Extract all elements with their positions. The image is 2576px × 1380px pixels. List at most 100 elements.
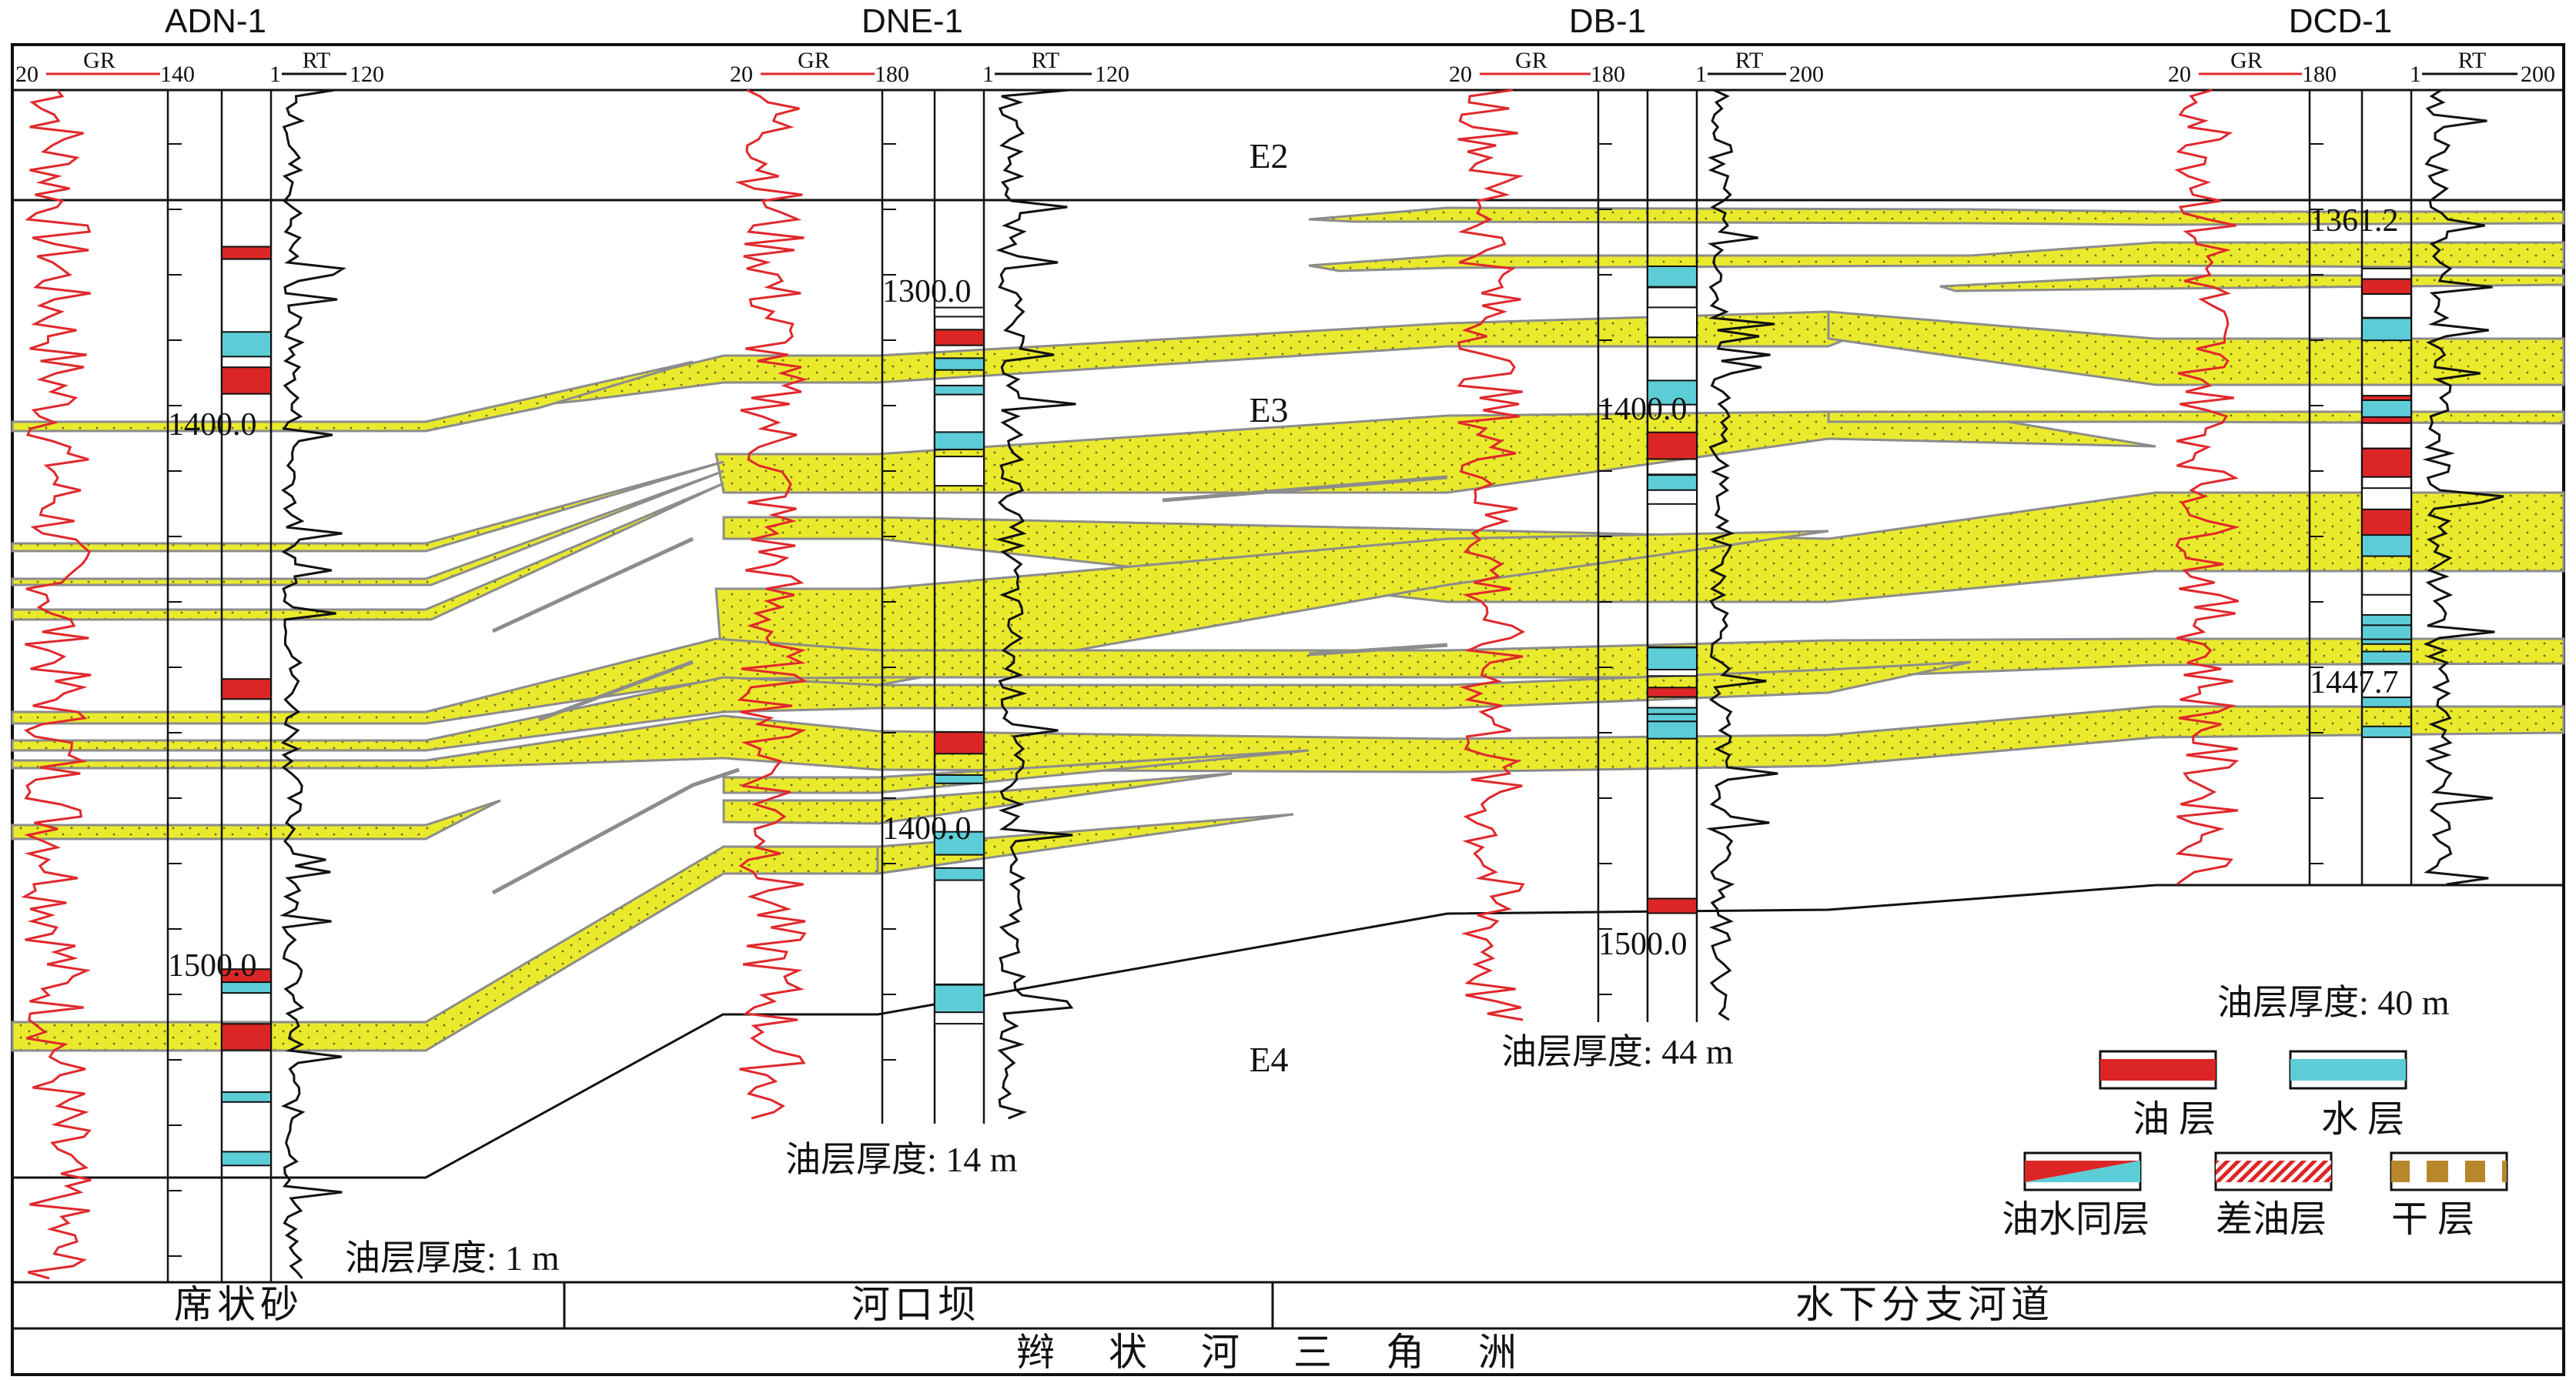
well-dcd-1: 1361.2 1447.7 — [2174, 89, 2504, 886]
lithology-layer — [934, 867, 985, 881]
lithology-layer — [934, 384, 985, 396]
legend-item-poor-oil: 差油层 — [2214, 1151, 2333, 1240]
well-header-db-1: DB-1 20 GR 180 1 RT 200 — [1449, 2, 1824, 87]
legend-label-poor-oil: 差油层 — [2216, 1199, 2327, 1240]
depth-label: 1361.2 — [2310, 203, 2399, 239]
facies-distributary-channel: 水下分支河道 — [1795, 1283, 2054, 1326]
sand-body — [1308, 241, 2565, 272]
lithology-layer — [1647, 306, 1698, 339]
gr-scale-max: 180 — [2302, 62, 2337, 87]
lithology-layer — [1647, 897, 1698, 914]
well-dne-1: 1300.0 1400.0 — [734, 89, 1076, 1124]
rt-curve — [2422, 89, 2504, 886]
lithology-layer — [934, 357, 985, 371]
unit-boundaries — [12, 199, 2564, 1179]
lithology-layer — [934, 774, 985, 784]
sand-body — [1827, 310, 2565, 386]
sand-body — [11, 482, 724, 621]
depth-label: 1400.0 — [1598, 392, 1688, 427]
rt-curve — [279, 89, 346, 1279]
rt-scale-label: RT — [1032, 48, 1060, 73]
gr-curve — [2174, 89, 2240, 886]
oil-thickness-dne-1: 油层厚度: 14 m — [785, 1140, 1018, 1179]
gr-scale-max: 180 — [875, 62, 909, 87]
rt-scale-min: 1 — [2410, 62, 2421, 87]
rt-scale-max: 200 — [2521, 62, 2555, 87]
lithology-layer — [934, 731, 985, 755]
gr-curve — [734, 89, 808, 1120]
rt-scale-label: RT — [303, 48, 331, 73]
depth-label: 1447.7 — [2310, 665, 2399, 700]
unit-label-e4: E4 — [1249, 1040, 1288, 1079]
lithology-layer — [2361, 487, 2412, 510]
lithology-layer — [1647, 431, 1698, 460]
oil-swatch-icon — [2100, 1059, 2216, 1081]
gr-scale-min: 20 — [2168, 62, 2191, 87]
well-name: DB-1 — [1569, 2, 1646, 40]
lithology-layer — [934, 306, 985, 318]
lithology-layer — [221, 1091, 272, 1103]
rt-scale-min: 1 — [269, 62, 281, 87]
oil-thickness-dcd-1: 油层厚度: 40 m — [2217, 983, 2450, 1022]
lithology-layer — [2361, 533, 2412, 557]
rt-scale-min: 1 — [982, 62, 994, 87]
well-adn-1: 1400.0 1500.0 — [21, 89, 346, 1282]
pinch-out — [1308, 643, 1448, 657]
sand-body — [1308, 206, 2565, 226]
lithology-layer — [934, 456, 985, 487]
lithology-layer — [1647, 687, 1698, 698]
lithology-layer — [2361, 725, 2412, 738]
lithology-layer — [221, 366, 272, 395]
facies-mouth-bar: 河口坝 — [851, 1283, 981, 1326]
gr-scale-label: GR — [1515, 48, 1547, 73]
sand-body — [1827, 410, 2565, 425]
gr-curve — [1457, 89, 1526, 1021]
rt-scale-max: 200 — [1789, 62, 1824, 87]
lithology-layer — [221, 1023, 272, 1051]
gr-scale-min: 20 — [15, 62, 38, 87]
lithology-layer — [221, 981, 272, 994]
gr-scale-label: GR — [798, 48, 830, 73]
sand-body — [11, 637, 2565, 725]
legend-item-oil-water: 油水同层 — [2002, 1151, 2149, 1240]
depth-label: 1400.0 — [168, 407, 257, 443]
legend-label-oil: 油 层 — [2133, 1099, 2216, 1140]
legend-label-dry: 干 层 — [2391, 1199, 2474, 1240]
legend-item-dry: 干 层 — [2390, 1151, 2508, 1240]
sand-body — [11, 799, 501, 840]
gr-scale-min: 20 — [730, 62, 753, 87]
sand-bodies — [11, 206, 2565, 1052]
pinch-out — [491, 536, 694, 633]
gr-scale-max: 180 — [1591, 62, 1625, 87]
lithology-layer — [934, 830, 985, 856]
sand-body — [722, 749, 1310, 794]
well-header-dne-1: DNE-1 20 GR 180 1 RT 120 — [730, 2, 1129, 87]
lithology-layer — [2361, 447, 2412, 478]
lithology-layer — [1647, 474, 1698, 491]
lithology-layer — [1647, 720, 1698, 740]
lithology-layer — [2361, 697, 2412, 708]
gr-scale-min: 20 — [1449, 62, 1472, 87]
lithology-layer — [1647, 647, 1698, 671]
well-logs: 1400.0 1500.0 1300.0 1400.0 1400.0 1500.0 1361… — [21, 89, 2504, 1282]
poor-oil-swatch-icon — [2216, 1161, 2331, 1182]
rt-scale-label: RT — [2458, 48, 2487, 73]
legend-label-water: 水 层 — [2321, 1099, 2404, 1140]
rt-scale-max: 120 — [350, 62, 384, 87]
water-swatch-icon — [2290, 1059, 2406, 1081]
sand-body — [11, 469, 724, 586]
lithology-layer — [221, 1151, 272, 1167]
lithology-layer — [934, 329, 985, 346]
sand-body — [11, 705, 2565, 774]
lithology-layer — [934, 431, 985, 451]
pinch-out — [491, 767, 740, 895]
lithology-layer — [2361, 267, 2412, 280]
lithology-layer — [1647, 379, 1698, 406]
legend-item-water: 水 层 — [2289, 1050, 2407, 1140]
lithology-layer — [2361, 278, 2412, 296]
well-header-adn-1: ADN-1 20 GR 140 1 RT 120 — [15, 2, 384, 87]
lithology-layer — [221, 678, 272, 700]
legend-label-oil-water: 油水同层 — [2002, 1199, 2149, 1240]
lithology-layer — [221, 246, 272, 260]
